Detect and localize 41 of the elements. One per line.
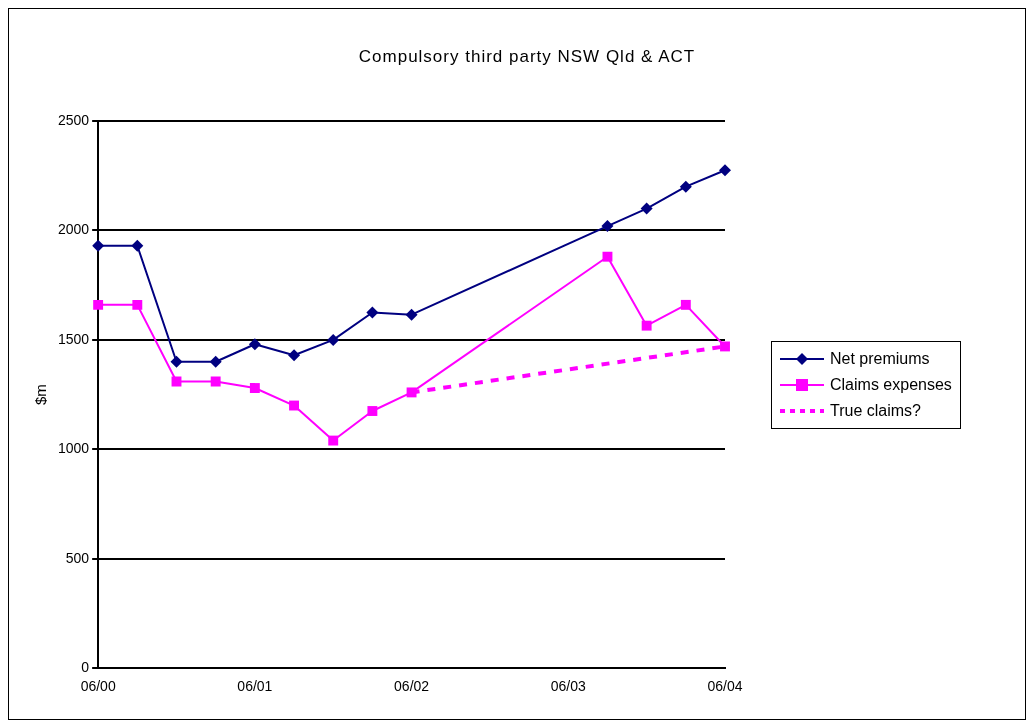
y-tick-label: 2500 [57, 111, 90, 128]
point [209, 355, 222, 368]
legend-label: Net premiums [830, 350, 930, 368]
point [720, 341, 730, 352]
point [131, 239, 144, 252]
point [327, 333, 340, 346]
point [92, 239, 105, 252]
x-tick-label: 06/00 [80, 678, 116, 695]
point [602, 251, 613, 262]
point [93, 299, 104, 310]
point [289, 400, 299, 411]
point [132, 299, 143, 310]
y-tick-label: 2000 [57, 221, 90, 238]
x-tick-label: 06/02 [394, 678, 430, 695]
y-tick-label: 500 [65, 549, 90, 566]
point [249, 383, 260, 393]
point [170, 355, 183, 368]
point [405, 308, 418, 321]
y-axis-title: $m [32, 384, 50, 406]
point [601, 220, 614, 233]
point [680, 299, 691, 310]
point [288, 349, 301, 362]
x-tick-label: 06/03 [550, 678, 587, 695]
y-tick-label: 0 [81, 659, 90, 676]
point [641, 320, 652, 331]
legend-label: True claims? [830, 402, 921, 420]
x-tick-label: 06/01 [237, 678, 273, 695]
point [210, 376, 221, 387]
point [719, 164, 731, 177]
point [248, 338, 261, 351]
y-tick-label: 1500 [57, 330, 90, 347]
point [406, 387, 417, 398]
point [640, 202, 653, 215]
point [366, 306, 379, 319]
point [679, 180, 692, 193]
x-tick-label: 06/04 [707, 678, 743, 695]
point [328, 435, 339, 446]
chart-title: Compulsory third party NSW Qld & ACT [357, 47, 697, 67]
point [367, 406, 378, 416]
y-tick-label: 1000 [57, 440, 90, 457]
legend-label: Claims expenses [830, 376, 952, 394]
